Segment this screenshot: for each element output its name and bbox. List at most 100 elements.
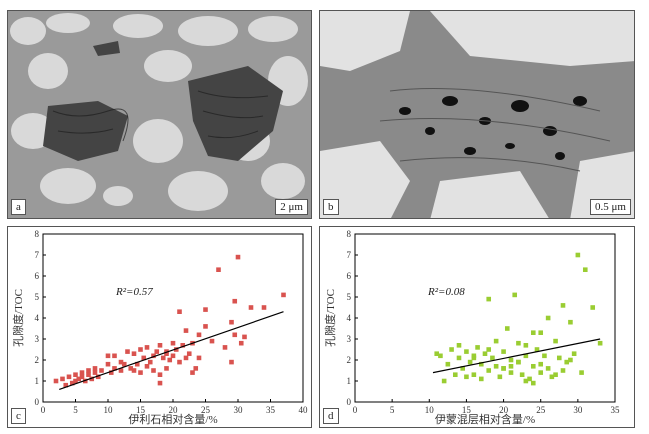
data-point-d <box>486 347 492 352</box>
panel-label-c: c <box>11 408 26 424</box>
data-point-c <box>131 368 137 373</box>
data-point-c <box>92 370 98 375</box>
data-point-d <box>493 364 499 369</box>
data-point-c <box>157 343 163 348</box>
data-point-d <box>542 353 547 359</box>
data-point-c <box>196 355 202 361</box>
y-tick-label-c: 6 <box>35 271 40 281</box>
y-axis-title-d: 孔隙度/TOC <box>323 289 337 347</box>
data-point-c <box>183 328 189 333</box>
r-squared-label-d: R²=0.08 <box>427 286 465 298</box>
data-point-c <box>79 374 85 380</box>
data-point-c <box>112 366 117 371</box>
x-tick-label-c: 5 <box>73 405 78 415</box>
data-point-c <box>193 366 199 371</box>
panel-c-chart: 0 5 10 15 20 25 30 35 40 0 1 2 3 4 5 6 7 8 孔隙度/TOC 伊利石相对含… <box>7 226 312 428</box>
x-tick-label-c: 40 <box>299 405 309 415</box>
data-point-d <box>464 349 469 354</box>
data-point-d <box>530 380 536 386</box>
y-tick-label-d: 7 <box>347 250 352 260</box>
data-point-d <box>452 372 458 377</box>
data-point-c <box>89 376 95 382</box>
panel-b-sem-image: b 0.5 μm <box>319 10 635 219</box>
data-point-d <box>516 340 521 346</box>
y-tick-label-d: 1 <box>347 376 352 386</box>
data-point-d <box>523 343 529 348</box>
data-point-c <box>232 298 238 304</box>
y-tick-label-c: 1 <box>35 376 40 386</box>
data-point-c <box>144 364 150 369</box>
data-point-d <box>523 378 529 384</box>
data-point-c <box>180 343 186 348</box>
data-point-c <box>131 351 137 356</box>
data-point-d <box>579 370 584 375</box>
data-point-c <box>76 376 82 382</box>
data-point-d <box>560 303 566 308</box>
y-tick-label-c: 4 <box>35 313 40 323</box>
panel-label-b: b <box>323 199 339 215</box>
data-point-d <box>471 353 477 359</box>
data-point-c <box>209 338 215 344</box>
data-point-d <box>553 372 558 377</box>
data-point-d <box>493 338 499 344</box>
x-tick-label-c: 30 <box>234 405 244 415</box>
y-tick-label-d: 6 <box>347 271 352 281</box>
y-tick-label-d: 8 <box>347 229 352 239</box>
data-point-c <box>95 374 101 380</box>
data-point-c <box>53 378 59 384</box>
data-point-c <box>144 345 150 350</box>
data-point-c <box>160 355 166 361</box>
y-tick-label-d: 2 <box>347 355 352 365</box>
data-point-d <box>449 347 454 352</box>
scatter-chart-illite: 0 5 10 15 20 25 30 35 40 0 1 2 3 4 5 6 7 8 孔隙度/TOC 伊利石相对含… <box>11 229 309 426</box>
data-point-d <box>471 372 477 377</box>
data-point-d <box>538 361 544 367</box>
data-point-d <box>571 351 577 356</box>
data-point-c <box>138 347 143 352</box>
data-point-c <box>167 357 173 363</box>
data-point-c <box>183 355 189 361</box>
data-point-c <box>235 254 241 260</box>
data-point-d <box>534 347 540 352</box>
data-point-d <box>456 355 462 361</box>
data-point-d <box>523 353 529 359</box>
x-tick-label-c: 25 <box>201 405 211 415</box>
data-point-d <box>527 376 532 382</box>
x-tick-label-d: 0 <box>353 405 358 415</box>
data-point-d <box>530 330 536 335</box>
data-point-c <box>118 359 124 365</box>
data-point-c <box>177 309 182 314</box>
data-point-c <box>86 368 91 373</box>
y-tick-label-c: 3 <box>35 334 40 344</box>
data-point-c <box>99 368 104 373</box>
data-point-c <box>232 332 238 338</box>
x-tick-label-d: 25 <box>536 405 546 415</box>
data-point-d <box>504 326 510 331</box>
data-point-c <box>170 340 176 346</box>
data-point-d <box>560 368 566 373</box>
x-axis-title-c: 伊利石相对含量/% <box>128 412 217 426</box>
y-tick-label-c: 8 <box>35 229 40 239</box>
y-tick-label-d: 0 <box>347 397 352 407</box>
data-point-d <box>478 361 484 367</box>
data-point-c <box>173 347 179 352</box>
data-point-d <box>438 353 443 359</box>
data-point-c <box>112 353 117 359</box>
data-point-d <box>590 305 596 310</box>
data-point-c <box>86 372 91 377</box>
data-point-c <box>242 334 247 340</box>
data-point-c <box>108 370 114 375</box>
data-point-c <box>196 332 202 338</box>
data-point-c <box>229 319 234 325</box>
panel-label-a: a <box>11 199 26 215</box>
data-point-d <box>486 368 492 373</box>
data-point-c <box>177 359 182 365</box>
scale-bar-a: 2 μm <box>275 199 308 215</box>
data-point-d <box>475 345 480 350</box>
data-point-c <box>63 382 69 388</box>
data-point-c <box>105 353 111 359</box>
data-point-d <box>445 361 451 367</box>
data-point-d <box>482 351 488 356</box>
data-point-d <box>530 364 536 369</box>
x-tick-label-c: 35 <box>266 405 276 415</box>
